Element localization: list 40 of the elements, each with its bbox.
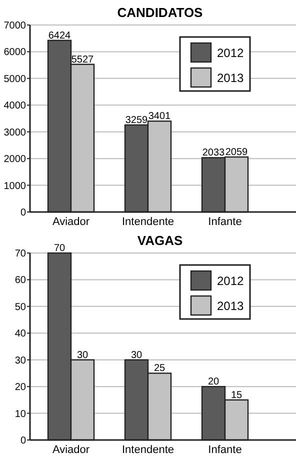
data-label: 25 (154, 363, 166, 374)
y-tick-label: 0 (20, 208, 26, 218)
data-label: 15 (230, 390, 242, 401)
y-tick-label: 40 (14, 328, 26, 340)
x-tick-label: Intendente (122, 216, 174, 228)
data-label: 30 (130, 350, 142, 361)
y-tick-label: 2000 (4, 154, 26, 166)
legend-label: 2013 (217, 299, 244, 314)
y-tick-label: 4000 (4, 100, 26, 112)
y-tick-label: 1000 (4, 180, 26, 192)
legend-label: 2012 (217, 274, 244, 288)
y-tick-label: 3000 (4, 127, 26, 138)
legend-label: 2013 (217, 71, 244, 86)
chart-title: CANDIDATOS (117, 5, 204, 20)
y-tick-label: 5000 (4, 74, 26, 85)
data-label: 30 (76, 350, 88, 361)
data-label: 70 (54, 243, 66, 254)
y-tick-label: 20 (14, 382, 26, 394)
x-tick-label: Infante (208, 444, 242, 456)
data-label: 20 (208, 376, 220, 388)
data-label: 6424 (48, 30, 72, 42)
data-label: 3401 (148, 111, 172, 122)
y-tick-label: 7000 (4, 20, 26, 32)
y-tick-label: 30 (14, 355, 26, 366)
data-label: 5527 (71, 54, 94, 66)
y-tick-label: 6000 (4, 47, 26, 58)
data-label: 2059 (225, 146, 248, 158)
x-tick-label: Aviador (52, 444, 90, 456)
data-label: 2033 (202, 148, 226, 159)
y-tick-label: 50 (14, 302, 26, 313)
legend-label: 2012 (217, 46, 244, 60)
y-tick-label: 60 (14, 275, 26, 286)
y-tick-label: 0 (20, 436, 26, 446)
chart-title: VAGAS (137, 233, 183, 248)
x-tick-label: Intendente (122, 444, 174, 456)
y-tick-label: 70 (14, 248, 26, 260)
y-tick-label: 10 (14, 408, 26, 420)
x-tick-label: Aviador (52, 216, 90, 228)
data-label: 3259 (125, 114, 148, 126)
x-tick-label: Infante (208, 216, 242, 228)
